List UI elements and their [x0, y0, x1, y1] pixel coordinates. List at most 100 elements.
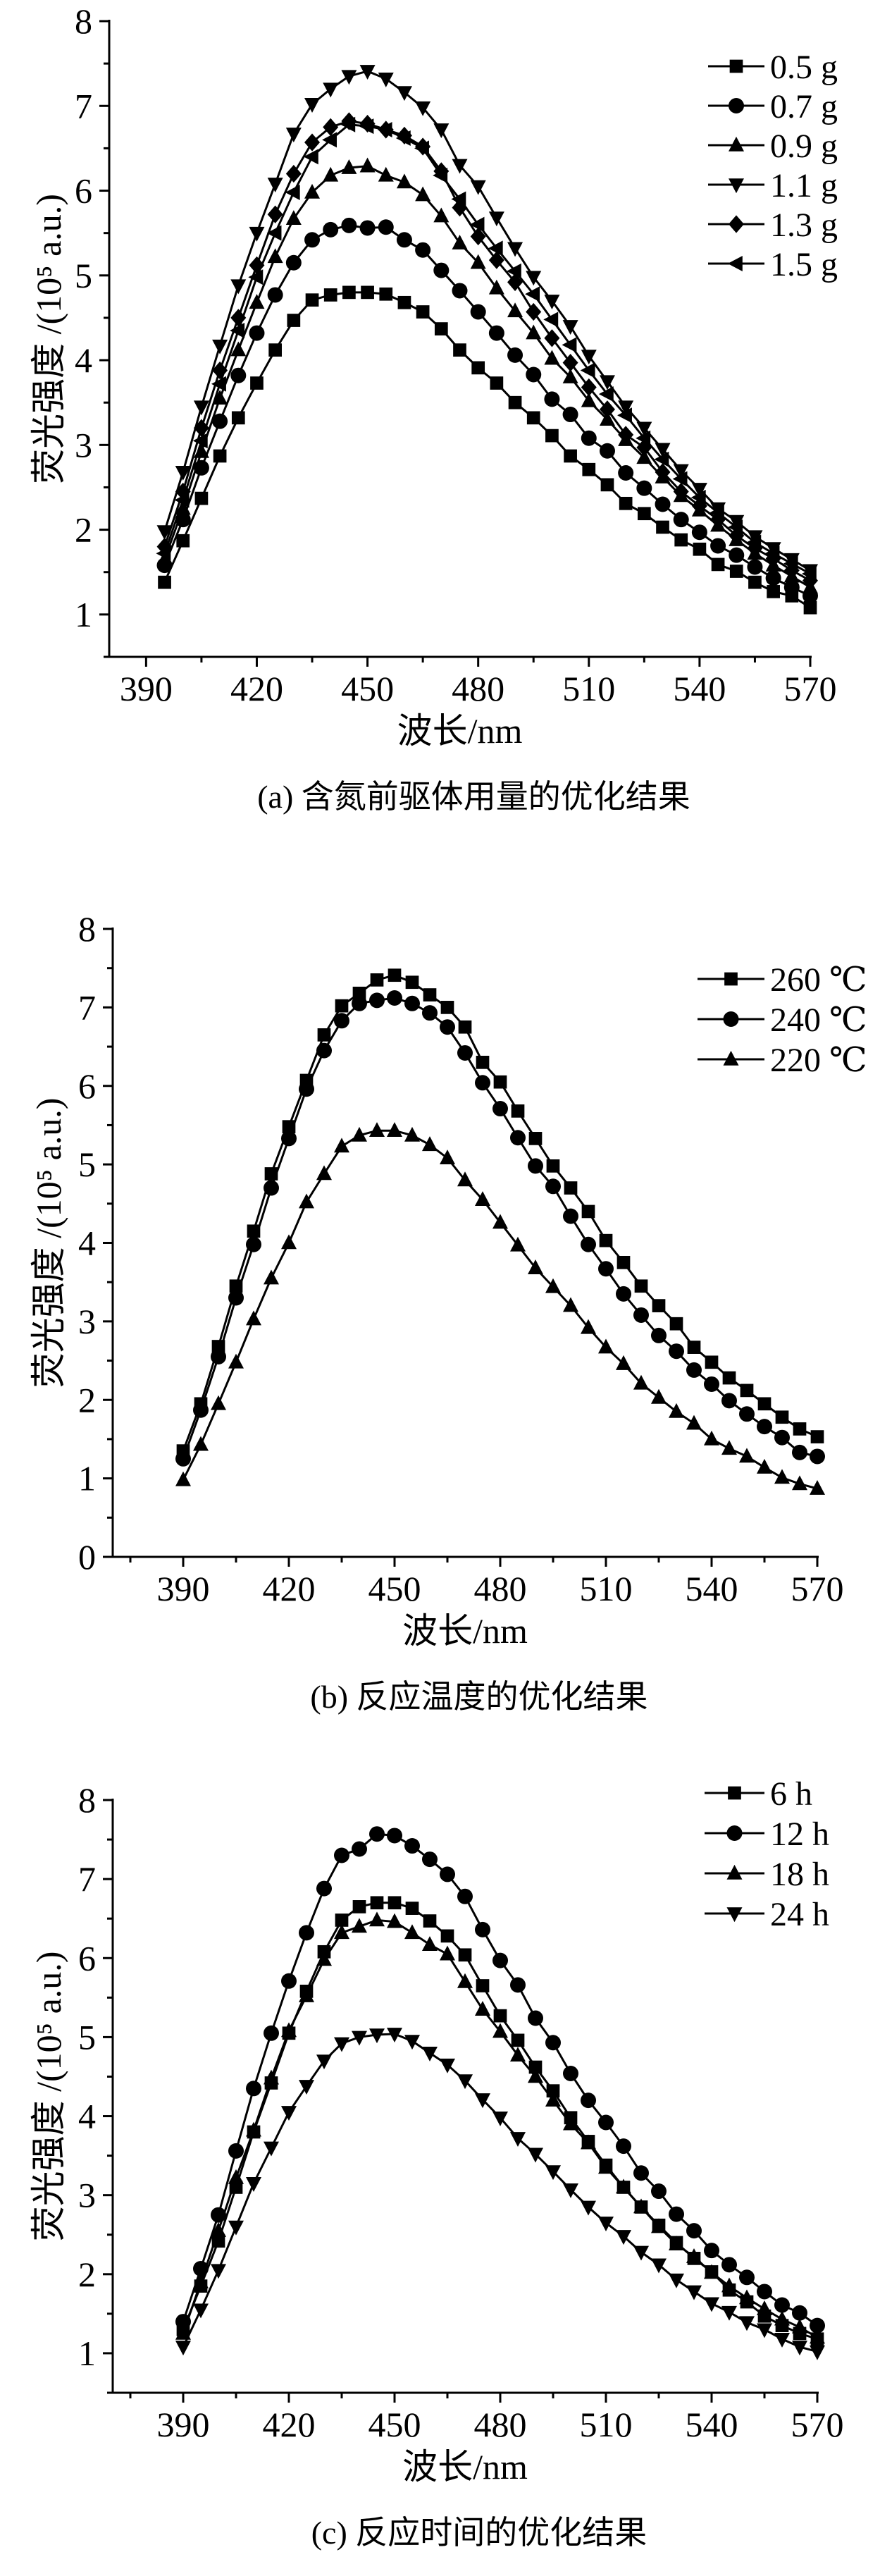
legend-marker-circle — [726, 1825, 743, 1841]
data-point-circle — [545, 1178, 561, 1195]
data-point-triangle-down — [488, 211, 504, 227]
data-point-circle — [316, 1880, 332, 1897]
data-point-triangle-down — [704, 2297, 719, 2312]
chart-caption: (b) 反应温度的优化结果 — [310, 1679, 647, 1715]
data-point-triangle-up — [228, 1353, 244, 1369]
data-point-square — [453, 343, 466, 357]
legend-marker-circle — [723, 1011, 739, 1027]
data-point-triangle-up — [299, 1193, 314, 1209]
data-point-square — [687, 1341, 701, 1354]
y-tick-label: 2 — [75, 510, 92, 550]
data-point-circle — [721, 2257, 737, 2273]
data-point-triangle-up — [378, 166, 394, 182]
data-point-square — [528, 1132, 543, 1145]
x-axis-label: 波长/nm — [397, 711, 523, 751]
data-point-triangle-up — [175, 1471, 191, 1486]
data-point-triangle-left — [359, 118, 374, 135]
x-tick-label: 540 — [686, 2405, 738, 2444]
data-point-triangle-up — [264, 1269, 279, 1285]
data-point-square — [810, 1430, 824, 1443]
legend-item: 24 h — [705, 1896, 829, 1933]
legend-label: 0.9 g — [770, 128, 838, 165]
y-tick-label: 1 — [78, 2334, 96, 2373]
data-point-triangle-down — [544, 295, 560, 309]
data-point-square — [250, 376, 264, 390]
y-tick-label: 6 — [78, 1938, 96, 1978]
data-point-circle — [757, 2284, 772, 2300]
data-point-circle — [249, 325, 265, 341]
data-point-triangle-down — [440, 2058, 455, 2073]
data-point-triangle-up — [651, 2218, 667, 2233]
chart-panel-c: 1 2 3 4 5 6 7 8 390 420 450 480 510 540 570 波长/nm 荧光强度 /… — [29, 1775, 844, 2551]
data-point-triangle-down — [757, 2323, 772, 2338]
data-point-triangle-down — [774, 2332, 790, 2348]
data-point-diamond — [488, 251, 504, 269]
data-point-triangle-left — [395, 130, 411, 146]
data-point-diamond — [193, 419, 209, 437]
data-point-circle — [739, 2269, 755, 2286]
data-point-triangle-up — [387, 1913, 402, 1928]
legend-item: 0.5 g — [708, 49, 838, 86]
data-point-triangle-left — [192, 433, 208, 449]
data-point-circle — [633, 2165, 649, 2181]
y-axis-label: 荧光强度 /(10⁵ a.u.) — [29, 1098, 68, 1388]
x-tick-label: 420 — [263, 2405, 316, 2444]
data-point-square — [440, 1001, 454, 1014]
data-point-triangle-down — [175, 466, 191, 481]
legend-item: 1.3 g — [708, 207, 838, 244]
data-point-square — [508, 395, 522, 409]
series-0-5-g — [158, 285, 817, 615]
data-point-square — [158, 575, 171, 589]
chart-panel-b: 0 1 2 3 4 5 6 7 8 390 420 450 480 510 540 570 波长/nm 荧光强度 … — [29, 909, 867, 1715]
data-point-circle — [212, 413, 228, 429]
data-point-diamond — [599, 400, 615, 419]
data-point-triangle-down — [507, 242, 523, 257]
series-18-h — [175, 1911, 825, 2344]
data-point-square — [634, 1279, 648, 1293]
data-point-triangle-up — [369, 1911, 385, 1927]
data-point-square — [775, 1410, 789, 1424]
data-point-triangle-down — [792, 2341, 807, 2356]
x-axis-label: 波长/nm — [402, 2447, 528, 2486]
data-point-triangle-left — [322, 132, 337, 148]
data-point-circle — [651, 1327, 667, 1343]
chart-caption: (c) 反应时间的优化结果 — [311, 2515, 647, 2551]
data-point-triangle-down — [230, 279, 247, 295]
data-point-triangle-left — [801, 566, 817, 582]
legend-label: 6 h — [770, 1775, 812, 1813]
data-point-triangle-up — [246, 2121, 261, 2137]
data-point-square — [545, 429, 559, 443]
data-point-square — [458, 1020, 472, 1034]
data-point-circle — [510, 1977, 526, 1993]
data-point-circle — [669, 1343, 684, 1360]
legend-marker-square — [724, 972, 738, 986]
data-point-square — [619, 496, 633, 510]
data-point-triangle-up — [721, 1440, 737, 1455]
data-point-triangle-left — [525, 286, 540, 302]
data-point-circle — [475, 1921, 490, 1937]
data-point-circle — [507, 347, 523, 363]
data-point-triangle-left — [469, 216, 485, 233]
data-point-circle — [299, 1925, 314, 1941]
data-point-circle — [404, 995, 420, 1011]
data-point-square — [637, 507, 651, 521]
data-point-triangle-down — [562, 320, 578, 335]
legend-label: 1.5 g — [770, 246, 838, 283]
data-point-diamond — [452, 198, 468, 217]
data-point-triangle-down — [285, 128, 302, 143]
data-point-circle — [299, 1081, 314, 1097]
data-point-triangle-left — [266, 225, 282, 241]
x-tick-label: 570 — [784, 669, 837, 708]
data-point-square — [674, 533, 688, 547]
data-point-circle — [747, 559, 763, 575]
data-point-circle — [655, 496, 671, 512]
data-point-circle — [686, 1362, 702, 1378]
data-point-square — [388, 1896, 402, 1910]
data-point-circle — [651, 2183, 667, 2200]
data-point-circle — [440, 1019, 455, 1035]
legend-item: 220 ℃ — [698, 1042, 867, 1079]
data-point-circle — [352, 1841, 367, 1857]
data-point-triangle-down — [686, 2285, 702, 2300]
legend-label: 12 h — [770, 1816, 829, 1853]
data-point-triangle-up — [528, 2068, 543, 2083]
